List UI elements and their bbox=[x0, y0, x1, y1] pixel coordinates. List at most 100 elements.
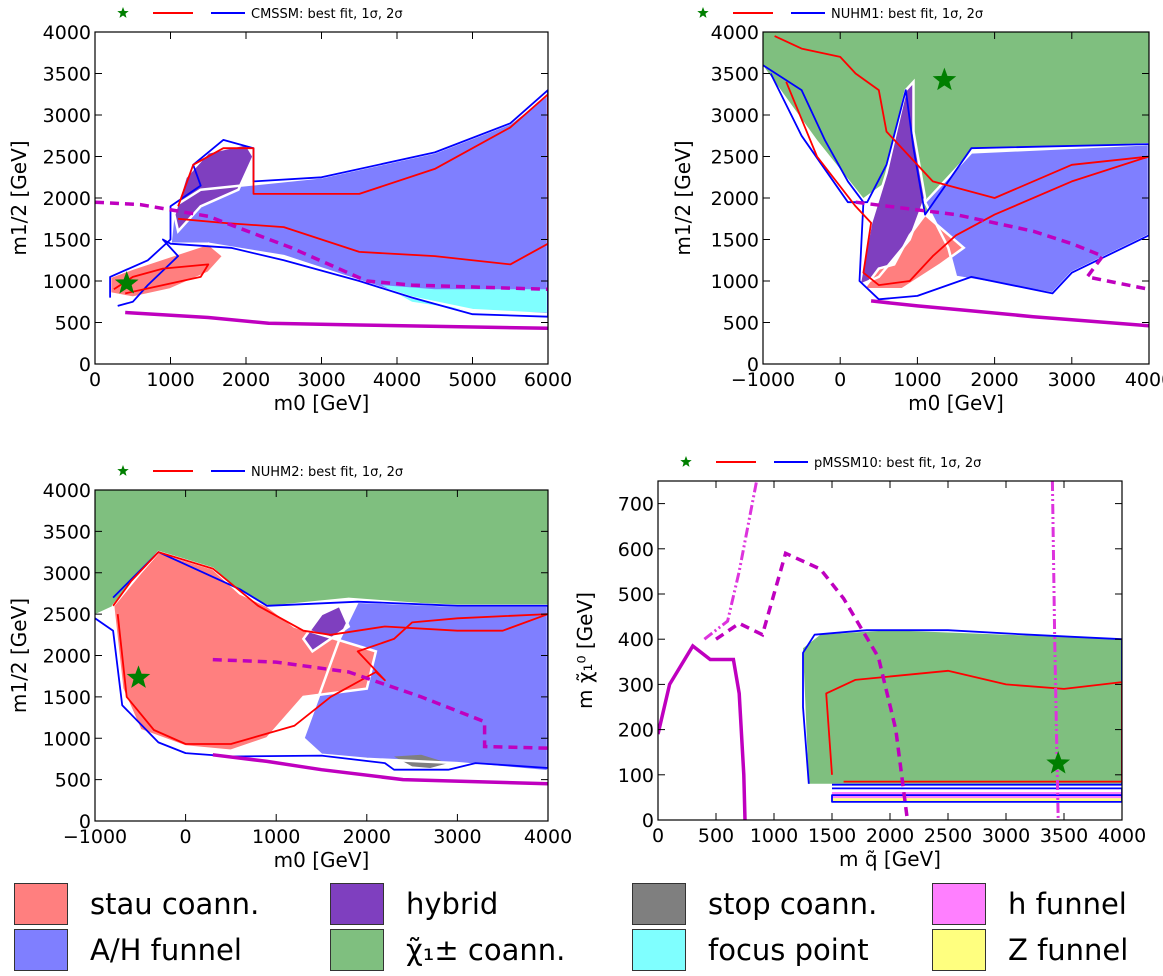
legend-best-fit-star bbox=[117, 465, 129, 476]
legend-label: hybrid bbox=[406, 887, 499, 921]
region-chargino_coann-0 bbox=[803, 630, 1122, 784]
y-tick-label: 1000 bbox=[711, 271, 759, 293]
legend-label: χ̃₁± coann. bbox=[406, 933, 566, 967]
y-tick-label: 3000 bbox=[711, 105, 759, 127]
y-tick-label: 2000 bbox=[43, 188, 91, 210]
legend-text: NUHM2: best fit, 1σ, 2σ bbox=[251, 465, 403, 480]
x-tick-label: 4000 bbox=[373, 369, 421, 391]
x-tick-label: 4000 bbox=[524, 826, 572, 848]
x-tick-label: 500 bbox=[698, 825, 734, 847]
y-axis-label: m1/2 [GeV] bbox=[7, 598, 31, 713]
legend-text: pMSSM10: best fit, 1σ, 2σ bbox=[814, 456, 981, 471]
limit-dashed-line bbox=[95, 200, 548, 292]
chart-nuhm2: −1000 0 1000 2000 3000 4000 0 500 1000 1500 2000 25… bbox=[0, 450, 580, 880]
y-tick-label: 3000 bbox=[43, 563, 91, 585]
legend-item-stau-coann: stau coann. bbox=[14, 882, 259, 926]
contour-1sigma-1 bbox=[177, 93, 548, 266]
y-tick-label: 100 bbox=[618, 765, 654, 787]
y-tick-label: 1500 bbox=[43, 230, 91, 252]
x-tick-label: 2000 bbox=[343, 826, 391, 848]
contour-2sigma-1 bbox=[831, 787, 1122, 803]
y-tick-label: 1500 bbox=[711, 230, 759, 252]
legend-label: A/H funnel bbox=[90, 933, 242, 967]
x-tick-label: 0 bbox=[652, 825, 664, 847]
best-fit-star bbox=[1046, 751, 1071, 774]
legend-swatch bbox=[14, 929, 68, 971]
contour-1sigma-0 bbox=[113, 263, 210, 295]
x-tick-label: 1000 bbox=[750, 825, 798, 847]
chart-cmssm: 0 1000 2000 3000 4000 5000 6000 0 500 1000 1500 200… bbox=[0, 0, 580, 430]
region-edge bbox=[301, 600, 548, 773]
x-tick-label: 1500 bbox=[808, 825, 856, 847]
region-AH_funnel-0 bbox=[170, 94, 548, 315]
legend-best-fit-star bbox=[680, 456, 692, 467]
contour-1sigma-0 bbox=[112, 551, 548, 745]
y-tick-label: 0 bbox=[747, 354, 759, 376]
x-tick-label: 3000 bbox=[982, 825, 1030, 847]
best-fit-star bbox=[932, 67, 957, 91]
limit-dashed-line bbox=[855, 200, 1149, 292]
y-tick-label: 0 bbox=[79, 354, 91, 376]
chart-nuhm1: −100001000200030004000050010001500200025… bbox=[580, 0, 1163, 430]
x-tick-label: 1000 bbox=[252, 826, 300, 848]
legend-swatch bbox=[330, 929, 384, 971]
y-tick-label: 500 bbox=[55, 770, 91, 792]
legend-swatch bbox=[330, 883, 384, 925]
legend-swatch bbox=[932, 883, 986, 925]
legend-label: stop coann. bbox=[708, 887, 878, 921]
region-chargino_coann-0 bbox=[763, 32, 1149, 215]
region-edge bbox=[301, 604, 351, 654]
x-tick-label: 1000 bbox=[893, 369, 941, 391]
x-axis-label: m0 [GeV] bbox=[274, 391, 370, 415]
x-tick-label: −1000 bbox=[63, 826, 127, 848]
limit-solid-line bbox=[870, 299, 1149, 328]
x-tick-label: 0 bbox=[89, 369, 101, 391]
y-tick-label: 2000 bbox=[711, 188, 759, 210]
y-tick-label: 500 bbox=[618, 584, 654, 606]
region-legend: stau coann. hybrid stop coann. h funnel … bbox=[0, 876, 1163, 976]
region-stau_coann-3 bbox=[863, 214, 964, 290]
chart-pmssm10: 0 500 1000 1500 2000 2500 3000 3500 4000 0 100 200 3… bbox=[573, 450, 1163, 880]
y-tick-label: 4000 bbox=[43, 480, 91, 502]
y-axis-label: m1/2 [GeV] bbox=[7, 140, 31, 255]
limit-dashed-line bbox=[212, 657, 548, 750]
y-tick-label: 2000 bbox=[43, 646, 91, 668]
y-tick-label: 0 bbox=[79, 811, 91, 833]
y-tick-label: 0 bbox=[642, 810, 654, 832]
x-tick-label: 4000 bbox=[1098, 825, 1146, 847]
region-AH_funnel-1 bbox=[925, 144, 1149, 294]
region-stau_coann-2 bbox=[113, 552, 376, 751]
contour-2sigma-0 bbox=[109, 89, 548, 318]
legend-best-fit-star bbox=[697, 7, 709, 18]
legend-item-h-funnel: h funnel bbox=[932, 882, 1127, 926]
legend-label: focus point bbox=[708, 933, 869, 967]
x-axis-label: m0 [GeV] bbox=[908, 391, 1004, 415]
y-tick-label: 400 bbox=[618, 629, 654, 651]
x-tick-label: 0 bbox=[834, 369, 846, 391]
legend-text: CMSSM: best fit, 1σ, 2σ bbox=[251, 7, 403, 22]
legend-best-fit-star bbox=[117, 7, 129, 18]
legend-item-chargino-coann: χ̃₁± coann. bbox=[330, 928, 565, 972]
legend-swatch bbox=[632, 929, 686, 971]
y-axis-label: m1/2 [GeV] bbox=[671, 140, 695, 255]
legend-label: h funnel bbox=[1008, 887, 1127, 921]
x-tick-label: 3500 bbox=[1040, 825, 1088, 847]
y-tick-label: 500 bbox=[723, 313, 759, 335]
y-tick-label: 600 bbox=[618, 539, 654, 561]
legend-item-hybrid: hybrid bbox=[330, 882, 498, 926]
region-chargino_coann-0 bbox=[95, 490, 548, 615]
x-tick-label: −1000 bbox=[731, 369, 795, 391]
legend-item-z-funnel: Z funnel bbox=[932, 928, 1128, 972]
region-hybrid-3 bbox=[303, 605, 349, 652]
x-tick-label: 2500 bbox=[924, 825, 972, 847]
x-axis-label: m q̃ [GeV] bbox=[839, 847, 941, 871]
y-tick-label: 3500 bbox=[43, 521, 91, 543]
x-tick-label: 2000 bbox=[222, 369, 270, 391]
limit-solid-line bbox=[658, 643, 747, 820]
contour-1sigma-0 bbox=[774, 35, 1149, 287]
legend-item-focus-point: focus point bbox=[632, 928, 869, 972]
x-tick-label: 1000 bbox=[146, 369, 194, 391]
y-tick-label: 2500 bbox=[43, 147, 91, 169]
legend-item-stop-coann: stop coann. bbox=[632, 882, 877, 926]
contour-2sigma-0 bbox=[95, 551, 548, 771]
